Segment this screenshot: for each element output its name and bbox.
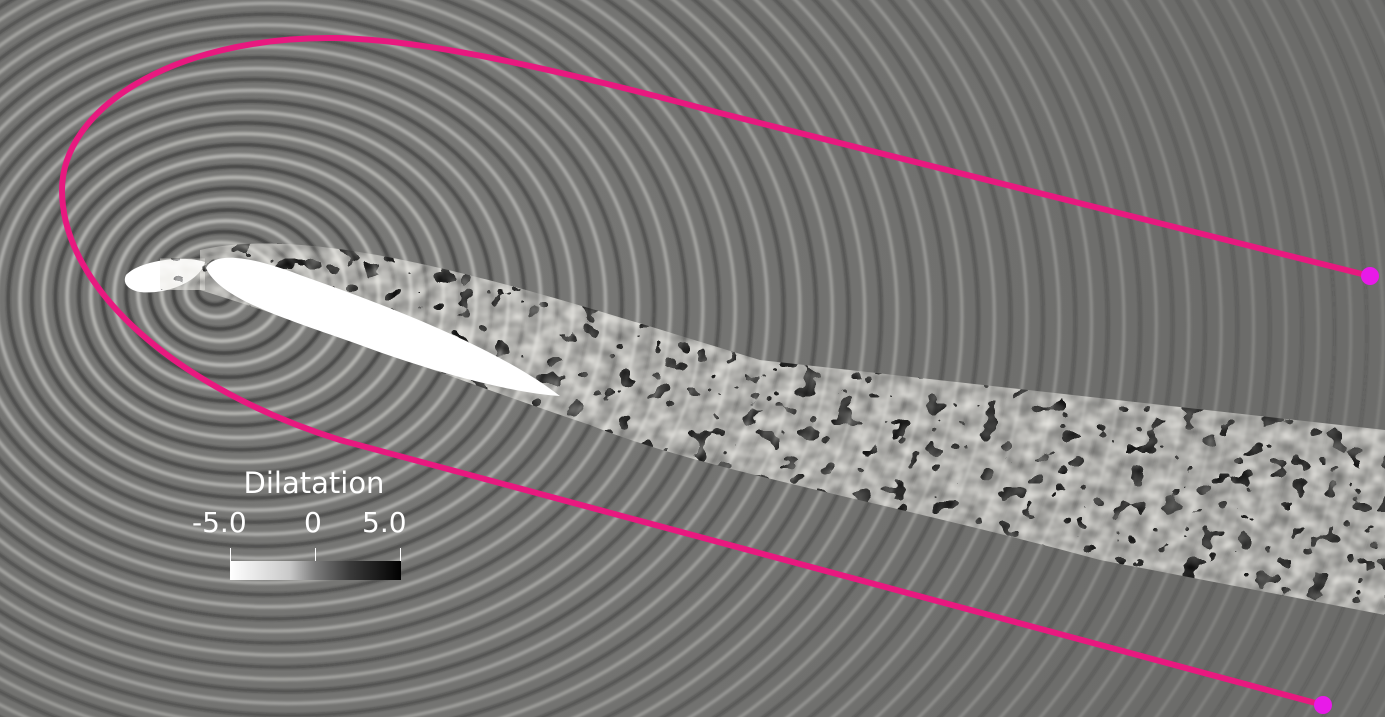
colorbar-title: Dilatation <box>234 466 394 500</box>
colorbar-tick-max: 5.0 <box>362 506 407 539</box>
surface-endpoint-lower <box>1314 696 1332 714</box>
colorbar-tick-mid: 0 <box>304 506 322 539</box>
colorbar <box>230 561 401 580</box>
surface-endpoint-upper <box>1361 267 1379 285</box>
colorbar-tick-min: -5.0 <box>192 506 247 539</box>
